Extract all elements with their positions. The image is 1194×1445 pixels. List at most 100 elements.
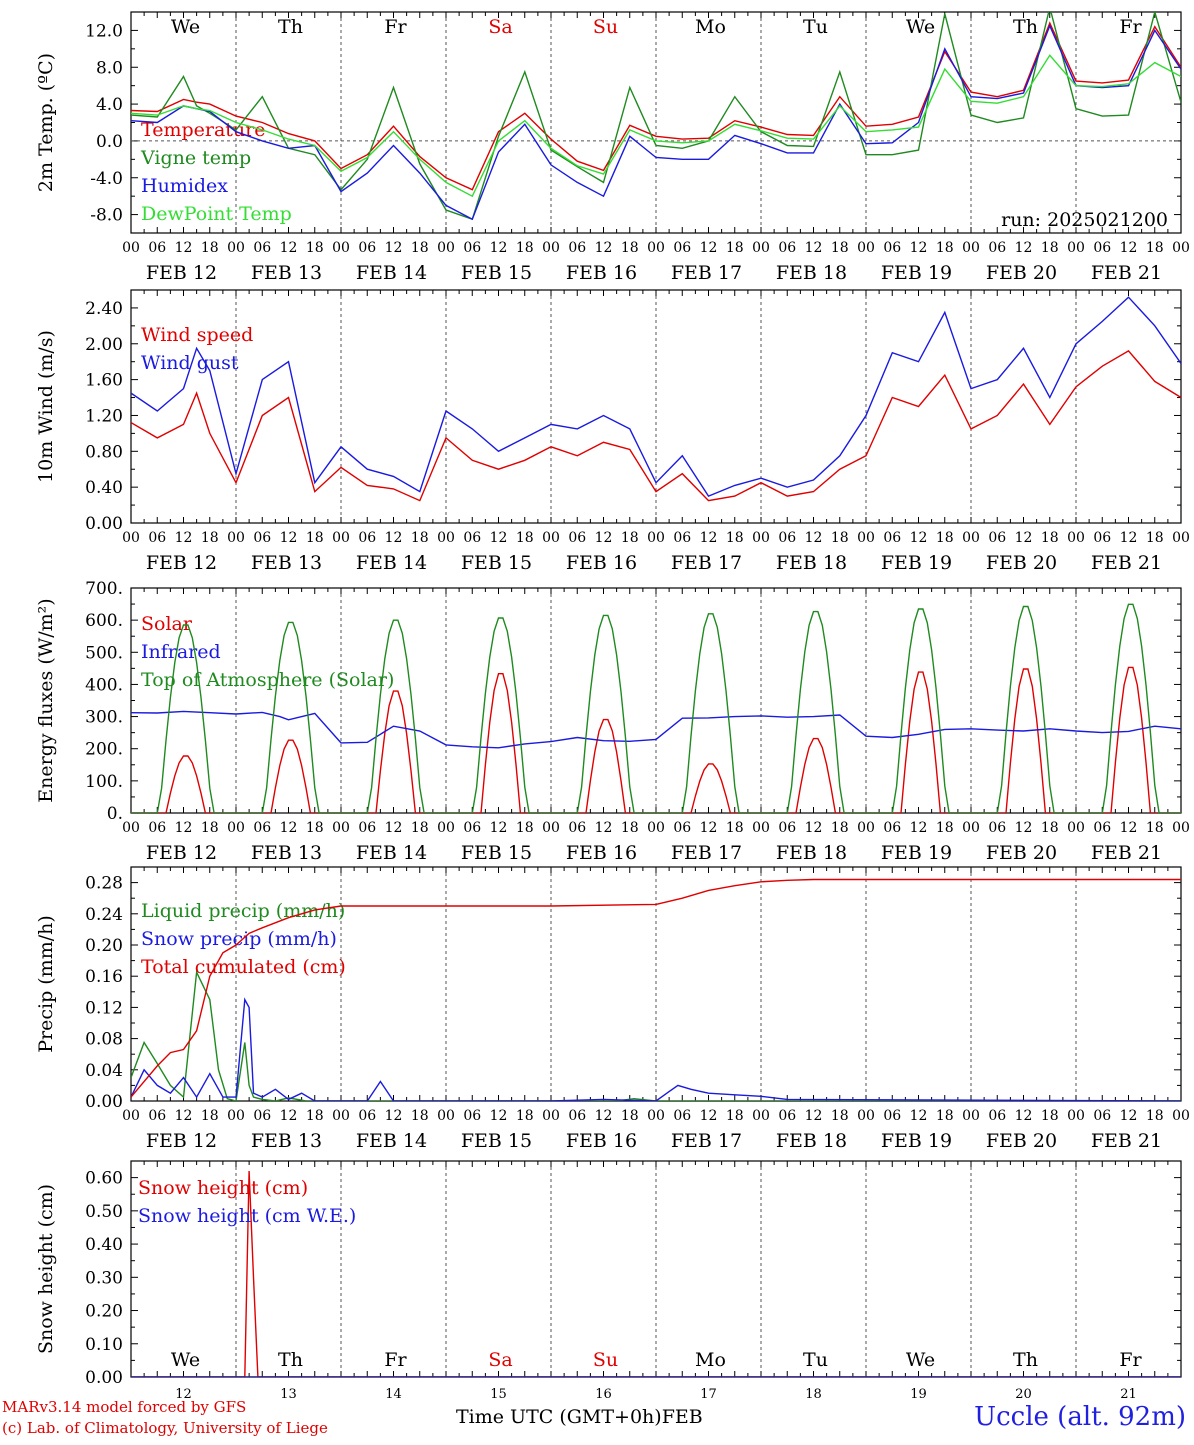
x-hour-label: 06 [778,820,796,836]
x-hour-label: 12 [280,530,298,546]
y-tick-label: 0.20 [85,1302,123,1322]
x-hour-label: 12 [700,240,718,256]
day-name-label: We [171,1349,200,1371]
x-hour-label: 06 [568,530,586,546]
day-name-label: Th [1013,1349,1038,1371]
x-date-label: FEB 17 [671,842,742,864]
x-hour-label: 12 [490,820,508,836]
x-hour-label: 00 [752,240,770,256]
day-number-label: 19 [910,1387,927,1402]
y-axis-label: Snow height (cm) [35,1184,57,1354]
x-date-label: FEB 17 [671,552,742,574]
x-date-label: FEB 13 [251,262,322,284]
x-date-label: FEB 15 [461,1130,532,1152]
legend-entry: Humidex [141,175,228,197]
x-hour-label: 18 [726,1108,744,1124]
x-hour-label: 00 [122,1108,140,1124]
x-hour-label: 12 [175,530,193,546]
x-hour-label: 12 [595,820,613,836]
x-hour-label: 00 [437,530,455,546]
series-line-humidex [131,23,1181,221]
x-date-label: FEB 20 [986,842,1057,864]
x-hour-label: 00 [542,820,560,836]
x-hour-label: 18 [621,820,639,836]
x-hour-label: 18 [936,240,954,256]
x-hour-label: 18 [306,240,324,256]
x-hour-label: 06 [253,530,271,546]
x-date-label: FEB 13 [251,842,322,864]
x-hour-label: 12 [280,1108,298,1124]
y-tick-label: 1.20 [85,406,123,426]
x-hour-label: 12 [595,530,613,546]
day-name-label: Fr [384,16,407,38]
y-tick-label: 0.10 [85,1335,123,1355]
x-hour-label: 12 [1015,1108,1033,1124]
x-date-label: FEB 19 [881,262,952,284]
y-axis-label: 10m Wind (m/s) [35,330,57,483]
x-date-label: FEB 21 [1091,1130,1162,1152]
y-axis-label: Precip (mm/h) [35,915,57,1053]
x-hour-label: 18 [201,240,219,256]
y-tick-label: 600. [85,611,123,631]
x-axis-label: Time UTC (GMT+0h) [456,1406,662,1428]
day-name-label: We [171,16,200,38]
day-name-label: Mo [695,1349,726,1371]
x-hour-label: 12 [175,820,193,836]
y-tick-label: 400. [85,675,123,695]
x-hour-label: 06 [253,240,271,256]
x-hour-label: 00 [437,240,455,256]
day-name-label: Sa [488,1349,512,1371]
run-label: run: 2025021200 [1001,209,1168,231]
day-number-label: 14 [385,1387,402,1402]
x-date-label: FEB 12 [146,262,217,284]
x-hour-label: 06 [988,530,1006,546]
x-hour-label: 00 [857,1108,875,1124]
x-hour-label: 00 [1172,240,1190,256]
x-hour-label: 00 [332,240,350,256]
x-date-label: FEB 14 [356,1130,427,1152]
y-tick-label: 0.50 [85,1202,123,1222]
y-tick-label: 0.08 [85,1030,123,1050]
y-tick-label: 8.0 [96,58,123,78]
y-tick-label: 0.00 [85,1092,123,1112]
day-name-label: Fr [1119,1349,1142,1371]
x-hour-label: 12 [385,820,403,836]
x-date-label: FEB 17 [671,262,742,284]
x-date-label: FEB 14 [356,552,427,574]
x-hour-label: 00 [227,1108,245,1124]
chart-panel-5: 0.00 0.10 0.20 0.30 0.40 0.50 0.60 Snow height … [35,1160,1182,1402]
y-tick-label: 0.24 [85,905,123,925]
x-hour-label: 12 [910,820,928,836]
legend-entry: Top of Atmosphere (Solar) [141,669,394,691]
day-name-label: Tu [803,1349,828,1371]
x-hour-label: 12 [1015,240,1033,256]
x-hour-label: 12 [1015,820,1033,836]
day-name-label: Sa [488,16,512,38]
legend-entry: Wind gust [141,352,239,374]
x-hour-label: 18 [1146,240,1164,256]
x-hour-label: 00 [542,530,560,546]
x-hour-label: 12 [1015,530,1033,546]
series-line-snow-height-cm- [131,1170,1181,1377]
x-hour-label: 12 [385,530,403,546]
x-hour-label: 18 [1041,240,1059,256]
x-hour-label: 06 [1093,240,1111,256]
x-hour-label: 12 [805,530,823,546]
x-date-label: FEB 19 [881,842,952,864]
x-hour-label: 06 [148,1108,166,1124]
credit-line-2: (c) Lab. of Climatology, University of L… [2,1419,328,1437]
x-hour-label: 12 [805,820,823,836]
y-tick-label: 0.00 [85,1368,123,1388]
x-hour-label: 06 [358,820,376,836]
x-hour-label: 06 [463,530,481,546]
x-hour-label: 18 [201,820,219,836]
x-hour-label: 18 [306,530,324,546]
x-hour-label: 18 [1146,820,1164,836]
x-hour-label: 00 [857,820,875,836]
legend-entry: Snow height (cm W.E.) [138,1205,356,1227]
x-hour-label: 06 [673,1108,691,1124]
x-hour-label: 12 [490,240,508,256]
y-tick-label: 0.12 [85,998,123,1018]
